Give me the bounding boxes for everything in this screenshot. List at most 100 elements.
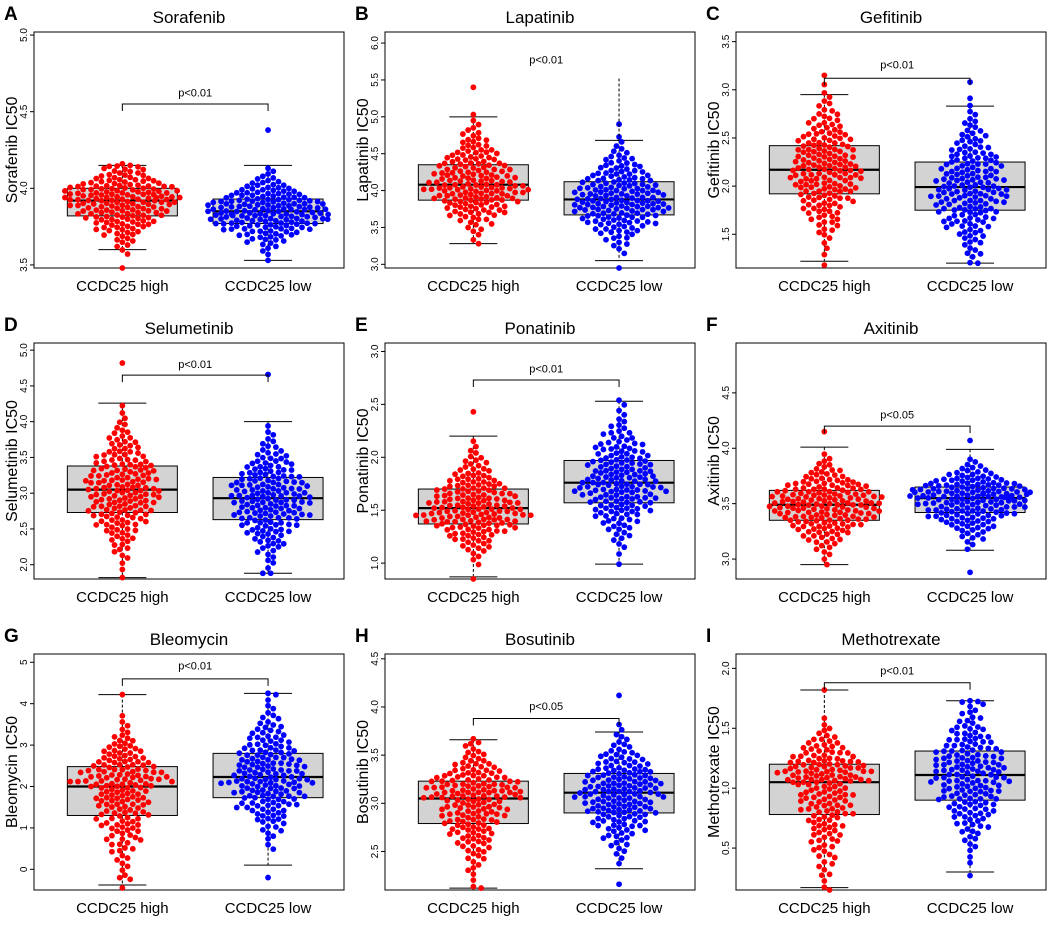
data-point <box>114 822 120 828</box>
data-point <box>949 159 955 165</box>
data-point <box>640 214 646 220</box>
data-point <box>99 791 105 797</box>
panel-letter: B <box>355 4 369 25</box>
y-tick-label: 2.0 <box>721 661 732 675</box>
data-point <box>816 145 822 151</box>
data-point <box>148 463 154 469</box>
data-point <box>803 176 809 182</box>
y-tick-label: 4.0 <box>370 700 381 714</box>
data-point <box>832 193 838 199</box>
data-point <box>1001 485 1007 491</box>
data-point <box>829 743 835 749</box>
data-point <box>122 753 128 759</box>
data-point <box>614 194 620 200</box>
data-point <box>478 511 484 517</box>
data-point <box>239 800 245 806</box>
data-point <box>611 537 617 543</box>
data-point <box>135 759 141 765</box>
data-point <box>606 789 612 795</box>
data-point <box>119 190 125 196</box>
data-point <box>130 738 136 744</box>
data-point <box>853 172 859 178</box>
data-point <box>985 526 991 532</box>
data-point <box>611 211 617 217</box>
data-point <box>621 224 627 230</box>
data-point <box>827 495 833 501</box>
data-point <box>255 734 261 740</box>
data-point <box>465 488 471 494</box>
data-point <box>951 801 957 807</box>
chart-title: Sorafenib <box>153 8 226 27</box>
data-point <box>621 218 627 224</box>
data-point <box>627 475 633 481</box>
data-point <box>603 492 609 498</box>
data-point <box>460 766 466 772</box>
data-point <box>811 155 817 161</box>
data-point <box>476 820 482 826</box>
data-point <box>837 750 843 756</box>
data-point <box>478 184 484 190</box>
data-point <box>507 522 513 528</box>
data-point <box>645 173 651 179</box>
data-point <box>871 493 877 499</box>
data-point <box>991 189 997 195</box>
data-point <box>465 527 471 533</box>
data-point <box>486 804 492 810</box>
panel-svg: A SorafenibSorafenib IC503.54.04.55.0CCDC… <box>0 0 351 311</box>
data-point <box>606 783 612 789</box>
data-point <box>112 505 118 511</box>
data-point <box>135 221 141 227</box>
data-point <box>616 215 622 221</box>
data-point <box>606 833 612 839</box>
data-point <box>473 188 479 194</box>
data-point <box>99 812 105 818</box>
data-point <box>106 496 112 502</box>
data-point <box>291 503 297 509</box>
data-point <box>608 202 614 208</box>
data-point <box>855 482 861 488</box>
data-point <box>86 508 92 514</box>
data-point <box>109 457 115 463</box>
data-point <box>460 131 466 137</box>
data-point <box>434 499 440 505</box>
data-point <box>291 748 297 754</box>
data-point <box>470 139 476 145</box>
data-point <box>88 473 94 479</box>
data-point <box>611 774 617 780</box>
data-point <box>460 145 466 151</box>
data-point <box>450 159 456 165</box>
data-point <box>816 171 822 177</box>
data-point <box>832 166 838 172</box>
data-point <box>811 533 817 539</box>
data-point <box>845 517 851 523</box>
data-point <box>257 779 263 785</box>
data-point <box>96 803 102 809</box>
data-point <box>941 748 947 754</box>
data-point <box>273 503 279 509</box>
data-point <box>125 204 131 210</box>
data-point <box>608 229 614 235</box>
data-point <box>608 185 614 191</box>
data-point <box>325 211 331 217</box>
data-point <box>294 216 300 222</box>
data-point <box>985 476 991 482</box>
data-point <box>172 199 178 205</box>
data-point <box>491 212 497 218</box>
data-point <box>975 481 981 487</box>
data-point <box>236 762 242 768</box>
data-point <box>627 814 633 820</box>
data-point <box>450 191 456 197</box>
data-point <box>967 153 973 159</box>
data-point <box>837 468 843 474</box>
data-point <box>991 216 997 222</box>
data-point <box>970 254 976 260</box>
data-point <box>944 500 950 506</box>
data-point <box>603 187 609 193</box>
data-point <box>619 433 625 439</box>
data-point <box>249 800 255 806</box>
data-point <box>970 465 976 471</box>
data-point <box>821 715 827 721</box>
data-point <box>910 487 916 493</box>
data-point <box>816 864 822 870</box>
data-point <box>978 715 984 721</box>
